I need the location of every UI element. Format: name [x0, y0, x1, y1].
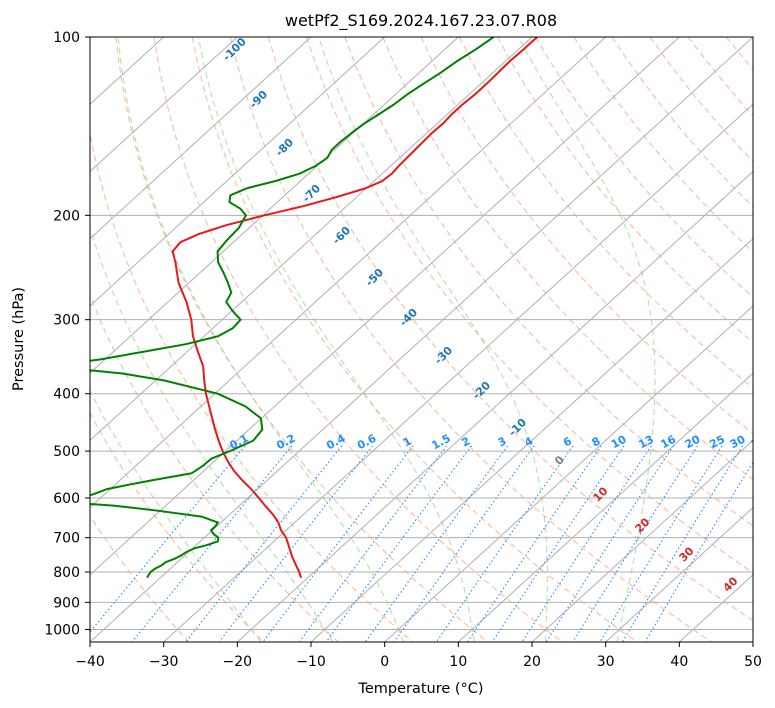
dry-adiabat — [458, 37, 753, 389]
mixing-ratio-line — [298, 445, 448, 642]
isotherm-line — [90, 37, 312, 240]
moist-adiabat — [197, 37, 475, 642]
y-tick-label: 500 — [53, 444, 80, 460]
mixing-ratio-label: 20 — [683, 432, 703, 451]
isotherm-line — [457, 372, 753, 642]
mixing-ratio-label: 36 — [749, 433, 769, 452]
y-tick-label: 600 — [53, 491, 80, 507]
x-axis-title: Temperature (°C) — [357, 681, 483, 697]
y-tick-label: 100 — [53, 30, 80, 46]
dry-adiabat — [90, 293, 339, 642]
isotherm-line — [90, 37, 753, 642]
isotherm-line — [90, 37, 533, 442]
dry-adiabat — [420, 37, 753, 435]
mixing-ratio-line — [467, 445, 602, 642]
x-tick-label: −40 — [75, 654, 105, 670]
mixing-ratio-line — [218, 445, 373, 642]
mixing-ratio-line — [262, 445, 414, 642]
mixing-ratio-label: 10 — [609, 432, 629, 451]
dry-adiabat — [153, 37, 563, 642]
profile-lines — [90, 37, 538, 579]
mixing-ratio-line — [644, 461, 753, 642]
isotherm-line — [90, 37, 238, 173]
mixing-ratio-line — [90, 445, 246, 633]
mixing-ratio-label: 25 — [707, 433, 727, 452]
mixing-ratio-line — [599, 445, 723, 642]
mixing-ratio-line — [325, 445, 472, 642]
y-tick-label: 300 — [53, 313, 80, 329]
x-tick-label: 30 — [597, 654, 615, 670]
y-tick-label: 200 — [53, 208, 80, 224]
isotherm-line — [163, 103, 753, 642]
y-axis-title: Pressure (hPa) — [11, 287, 27, 391]
mixing-ratio-line — [364, 445, 509, 642]
plot-frame — [89, 36, 754, 643]
isotherm-line — [605, 506, 753, 642]
mixing-ratio-label: 13 — [636, 433, 656, 452]
mixing-ratio-line — [185, 445, 343, 642]
y-tick-label: 1000 — [44, 622, 80, 638]
x-tick-label: −20 — [223, 654, 253, 670]
isotherm-line — [90, 37, 386, 307]
dry-adiabat — [191, 37, 638, 642]
dry-adiabat — [90, 412, 264, 642]
mixing-ratio-lines — [90, 445, 753, 642]
isotherm-line — [531, 439, 753, 642]
y-tick-label: 900 — [53, 595, 80, 611]
isotherm-line — [90, 37, 607, 509]
x-tick-label: −10 — [296, 654, 326, 670]
mixing-ratio-line — [491, 445, 625, 642]
mixing-ratio-label: 16 — [658, 433, 678, 452]
isotherm-line — [90, 37, 680, 576]
mixing-ratio-label: 30 — [728, 433, 748, 452]
moist-adiabat — [90, 389, 262, 642]
moist-adiabat — [318, 37, 548, 642]
profile-line — [171, 37, 538, 579]
moist-adiabat — [517, 37, 656, 642]
profile-line — [90, 37, 495, 579]
axis-ticks: −40 −30 −20 −10 0 10 20 30 40 50 100 200 300 400 500 60… — [44, 30, 762, 670]
dry-adiabat — [267, 37, 753, 622]
x-tick-label: 0 — [380, 654, 389, 670]
mixing-ratio-line — [621, 445, 744, 642]
mixing-ratio-line — [545, 445, 674, 642]
y-tick-label: 700 — [53, 531, 80, 547]
isotherm-line — [310, 237, 753, 642]
x-tick-label: 20 — [523, 654, 541, 670]
dry-adiabat — [115, 37, 488, 642]
y-tick-label: 800 — [53, 565, 80, 581]
y-tick-label: 400 — [53, 387, 80, 403]
isotherm-line — [384, 305, 753, 642]
chart-title: wetPf2_S169.2024.167.23.07.R08 — [285, 11, 557, 31]
x-tick-label: −30 — [149, 654, 179, 670]
mixing-ratio-line — [572, 445, 699, 642]
isotherm-line — [90, 37, 459, 374]
x-tick-label: 50 — [744, 654, 762, 670]
skewed-isotherm-grid — [90, 37, 753, 642]
x-tick-label: 40 — [670, 654, 688, 670]
x-tick-label: 10 — [449, 654, 467, 670]
isotherm-line — [236, 170, 753, 642]
moist-adiabat — [90, 226, 334, 642]
